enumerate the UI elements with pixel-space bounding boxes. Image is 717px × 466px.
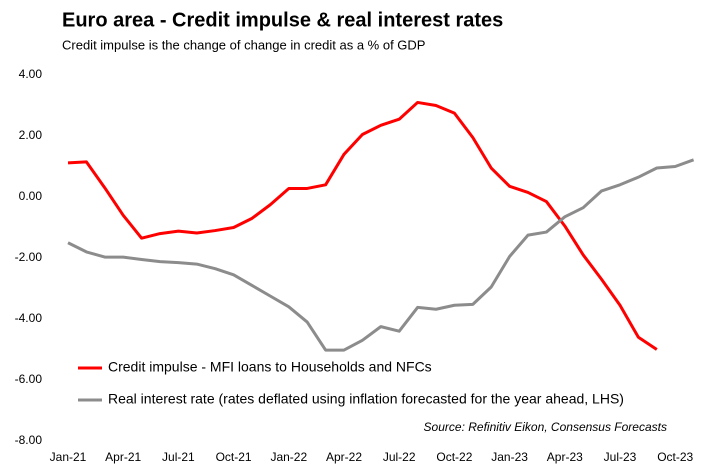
x-tick-label: Apr-22 <box>326 450 362 464</box>
y-tick-label: 0.00 <box>19 189 43 203</box>
series-line <box>67 100 658 351</box>
x-tick-label: Jan-23 <box>491 450 528 464</box>
y-tick-label: 2.00 <box>19 128 43 142</box>
y-tick-label: -6.00 <box>15 372 43 386</box>
series-line <box>67 158 695 352</box>
y-tick-label: 4.00 <box>19 67 43 81</box>
x-tick-label: Apr-23 <box>547 450 583 464</box>
source-note: Source: Refinitiv Eikon, Consensus Forec… <box>424 420 667 434</box>
x-tick-label: Oct-23 <box>657 450 693 464</box>
y-tick-label: -8.00 <box>15 433 43 447</box>
x-tick-label: Jul-22 <box>383 450 416 464</box>
legend-label: Real interest rate (rates deflated using… <box>108 391 624 407</box>
x-tick-label: Apr-21 <box>105 450 141 464</box>
x-tick-label: Jul-23 <box>604 450 637 464</box>
chart-subtitle: Credit impulse is the change of change i… <box>62 37 425 52</box>
y-tick-label: -2.00 <box>15 250 43 264</box>
x-tick-label: Jul-21 <box>162 450 195 464</box>
y-tick-label: -4.00 <box>15 311 43 325</box>
legend-label: Credit impulse - MFI loans to Households… <box>108 359 432 375</box>
x-tick-label: Jan-21 <box>50 450 87 464</box>
x-tick-label: Oct-21 <box>216 450 252 464</box>
x-tick-label: Jan-22 <box>270 450 307 464</box>
chart-title: Euro area - Credit impulse & real intere… <box>62 9 503 31</box>
x-tick-label: Oct-22 <box>436 450 472 464</box>
